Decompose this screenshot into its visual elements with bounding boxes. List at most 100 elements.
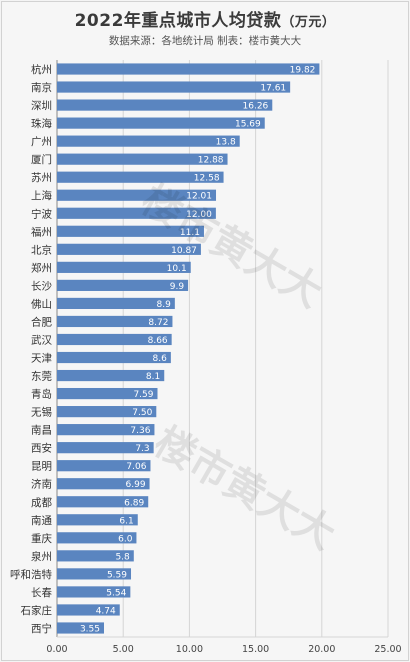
bar-value-label: 13.8	[216, 138, 236, 148]
bar-value-label: 15.69	[235, 120, 261, 130]
bar-value-label: 10.87	[171, 246, 197, 256]
category-label: 青岛	[31, 388, 52, 401]
category-label: 上海	[31, 189, 52, 202]
category-label: 昆明	[31, 461, 52, 473]
bar-value-label: 7.06	[126, 462, 146, 472]
bar	[57, 496, 149, 508]
x-tick-label: 10.00	[176, 644, 203, 655]
x-tick-label: 0.00	[46, 644, 67, 655]
value-labels: 19.82 17.61 16.26 15.69 13.8 12.88 12.58 12.01 1…	[80, 66, 315, 635]
bar	[57, 406, 157, 418]
bar	[57, 171, 224, 183]
category-label: 长沙	[31, 280, 52, 292]
bar-value-label: 7.50	[132, 408, 152, 418]
bar-value-label: 19.82	[290, 66, 316, 76]
bar	[57, 351, 171, 364]
category-label: 宁波	[31, 207, 52, 220]
chart-subtitle: 数据来源：各地统计局 制表：楼市黄大大	[108, 35, 302, 47]
bar-value-label: 7.59	[133, 390, 153, 400]
bar	[57, 568, 132, 580]
bar-value-label: 4.74	[96, 606, 116, 616]
bar-value-label: 7.3	[135, 444, 149, 454]
bar	[57, 478, 150, 490]
bar	[57, 387, 158, 400]
bar	[57, 297, 175, 310]
bar	[57, 81, 291, 93]
bar-value-label: 8.1	[146, 372, 160, 382]
category-label: 成都	[31, 497, 52, 509]
bar-value-label: 17.61	[260, 84, 286, 94]
category-label: 长春	[31, 587, 52, 599]
bar-value-label: 12.58	[194, 174, 220, 184]
bar	[57, 207, 216, 219]
bar-value-label: 12.01	[186, 192, 212, 202]
category-label: 天津	[31, 353, 52, 365]
category-label: 广州	[31, 136, 52, 148]
category-label: 无锡	[31, 406, 52, 419]
bar-value-label: 11.1	[180, 228, 200, 238]
title-main: 2022年重点城市人均贷款	[74, 11, 282, 31]
bar-value-label: 5.8	[115, 552, 130, 562]
category-label: 西宁	[31, 622, 52, 635]
bar	[57, 460, 151, 472]
bar	[57, 550, 134, 562]
bar	[57, 189, 217, 201]
bar-value-label: 10.1	[167, 264, 187, 274]
bar	[57, 153, 228, 165]
category-label: 佛山	[31, 297, 52, 310]
bar-value-label: 8.72	[148, 318, 168, 328]
x-tick-labels: 0.00 5.00 10.00 15.00 20.00 25.00	[46, 644, 401, 655]
category-label: 深圳	[31, 100, 52, 112]
category-label: 南京	[31, 81, 52, 94]
bar-value-label: 3.55	[80, 624, 100, 634]
bar-value-label: 5.59	[107, 570, 127, 580]
chart-title: 2022年重点城市人均贷款（万元）	[0, 6, 410, 31]
bar-value-label: 7.36	[130, 426, 150, 436]
x-tick-label: 20.00	[308, 644, 335, 655]
bar	[57, 135, 240, 147]
category-label: 南昌	[31, 424, 52, 437]
bar	[57, 99, 273, 111]
category-label: 东莞	[31, 370, 52, 383]
category-label: 合肥	[31, 315, 52, 328]
bar-value-label: 6.89	[124, 498, 144, 508]
bar	[57, 622, 105, 634]
bar	[57, 514, 138, 526]
category-label: 泉州	[31, 550, 52, 563]
title-unit: （万元）	[281, 15, 336, 30]
x-tick-label: 25.00	[374, 644, 401, 655]
bar	[57, 442, 154, 454]
bar-value-label: 12.88	[198, 156, 224, 166]
bars	[57, 63, 320, 634]
x-tick-label: 15.00	[242, 644, 269, 655]
bar	[57, 424, 155, 436]
category-label: 武汉	[31, 333, 52, 346]
bar	[57, 532, 137, 544]
bar-value-label: 8.9	[157, 300, 172, 310]
bar	[57, 63, 320, 75]
bar	[57, 586, 131, 598]
bar	[57, 604, 120, 616]
category-label: 杭州	[31, 63, 52, 76]
bar	[57, 315, 173, 328]
bar	[57, 225, 204, 237]
bar-value-label: 5.54	[106, 588, 126, 598]
category-label: 济南	[31, 478, 52, 491]
category-label: 呼和浩特	[10, 569, 52, 581]
bar-value-label: 12.00	[186, 210, 212, 220]
category-label: 厦门	[31, 153, 52, 166]
category-label: 珠海	[31, 117, 52, 130]
watermark-text: 楼市黄大大	[146, 419, 342, 559]
bar-value-label: 6.99	[126, 480, 146, 490]
bar-value-label: 6.0	[118, 534, 133, 544]
bar	[57, 117, 265, 129]
category-label: 西安	[31, 442, 52, 455]
bar	[57, 243, 201, 255]
category-label: 郑州	[31, 261, 52, 274]
bar	[57, 279, 189, 291]
bar-value-label: 16.26	[243, 102, 269, 112]
category-label: 南通	[31, 514, 52, 527]
category-label: 重庆	[31, 532, 52, 545]
